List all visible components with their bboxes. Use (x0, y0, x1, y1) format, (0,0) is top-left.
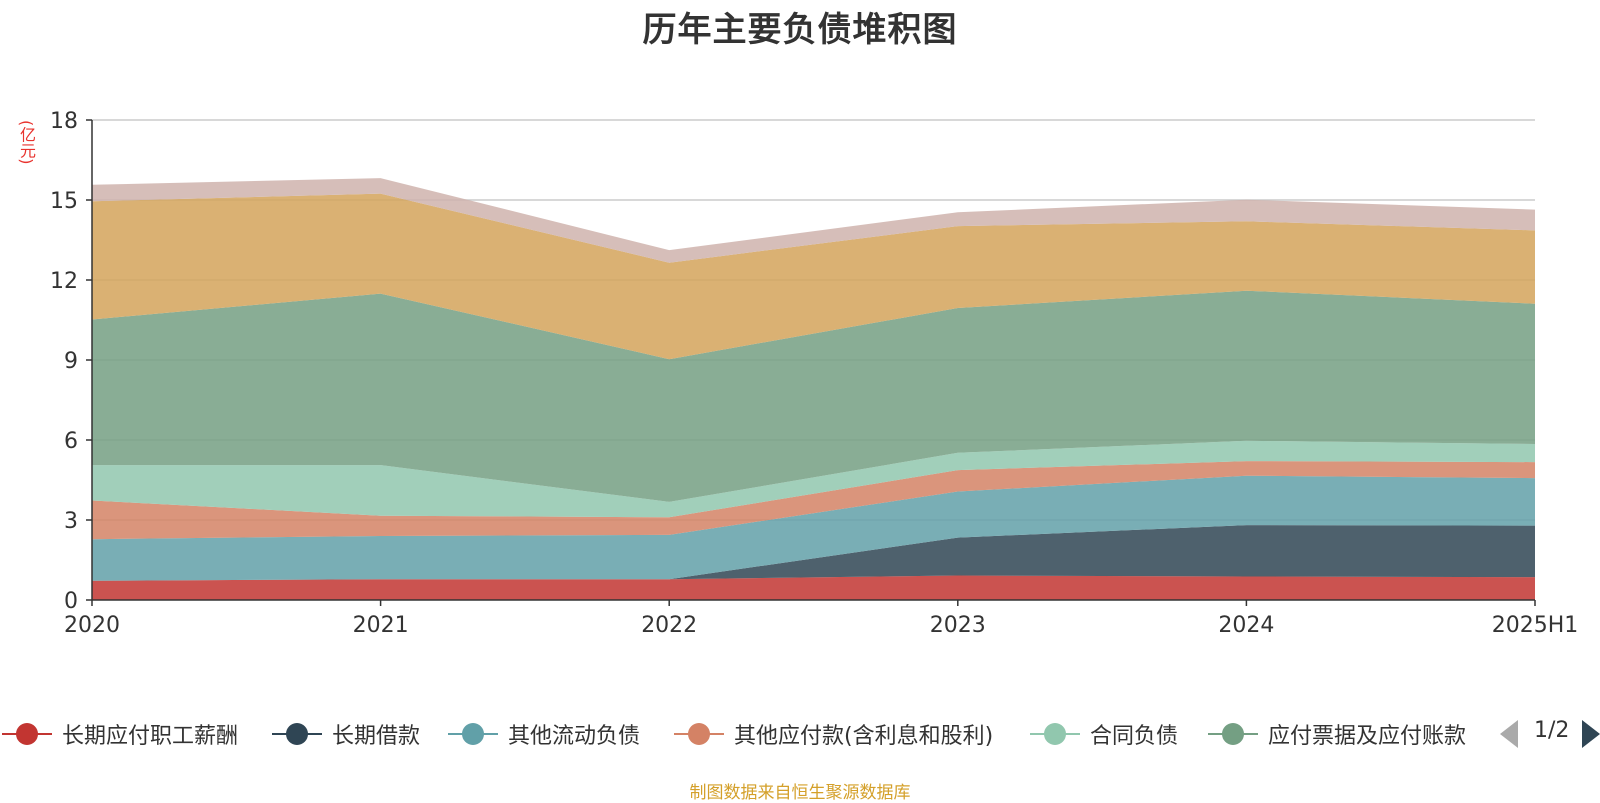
area-series-7 (92, 193, 1535, 360)
x-tick-label: 2022 (641, 613, 697, 638)
legend-item[interactable]: 其他流动负债 (448, 714, 640, 754)
y-tick-label: 0 (64, 589, 78, 614)
legend-label: 合同负债 (1090, 724, 1179, 749)
chart-title: 历年主要负债堆积图 (642, 10, 958, 50)
legend-item[interactable]: 其他应付款(含利息和股利) (674, 714, 993, 754)
area-series-5 (92, 440, 1535, 518)
x-tick-label: 2023 (930, 613, 986, 638)
legend-item[interactable]: 长期借款 (272, 714, 420, 754)
legend-item[interactable]: 长期应付职工薪酬 (2, 714, 238, 754)
y-tick-label: 18 (50, 109, 78, 134)
legend-pager: 1/2 (1500, 714, 1600, 754)
area-series-8 (92, 178, 1535, 263)
area-series-1 (92, 575, 1535, 600)
legend-marker-dot (16, 723, 38, 745)
legend-marker-icon (1030, 714, 1080, 754)
legend-marker-icon (1208, 714, 1258, 754)
area-series-4 (92, 461, 1535, 540)
x-tick-label: 2025H1 (1492, 613, 1579, 638)
legend-label: 其他应付款(含利息和股利) (734, 724, 994, 749)
legend-marker-icon (674, 714, 724, 754)
y-axis-unit-label: (亿元) (17, 120, 36, 165)
legend-marker-dot (1222, 723, 1244, 745)
legend-marker-dot (688, 723, 710, 745)
legend-marker-icon (448, 714, 498, 754)
legend-item[interactable]: 合同负债 (1030, 714, 1178, 754)
legend-marker-dot (462, 723, 484, 745)
legend-label: 应付票据及应付账款 (1268, 724, 1467, 749)
legend-label: 长期借款 (332, 724, 421, 749)
legend-marker-icon (2, 714, 52, 754)
y-tick-label: 9 (64, 349, 78, 374)
x-tick-label: 2021 (353, 613, 409, 638)
x-tick-label: 2024 (1218, 613, 1274, 638)
area-series-2 (92, 525, 1535, 581)
area-series-3 (92, 475, 1535, 581)
legend-label: 其他流动负债 (508, 724, 641, 749)
legend-label: 长期应付职工薪酬 (62, 724, 239, 749)
legend-marker-dot (1044, 723, 1066, 745)
area-series-6 (92, 290, 1535, 502)
area-series (92, 178, 1535, 600)
chart-legend: 长期应付职工薪酬 长期借款 其他流动负债 其他应付款(含利息和股利) 合同负债 应付票据及… (0, 714, 1600, 754)
x-tick-label: 2020 (64, 613, 120, 638)
legend-marker-dot (286, 723, 308, 745)
legend-prev-page-button[interactable] (1500, 720, 1518, 748)
stacked-area-chart: 0 3 6 9 12 15 18 2020 2021 2022 2023 2024 2025H1 (50, 109, 1578, 638)
axes: 0 3 6 9 12 15 18 2020 2021 2022 2023 2024 2025H1 (50, 109, 1578, 638)
legend-next-page-button[interactable] (1582, 720, 1600, 748)
y-tick-label: 15 (50, 189, 78, 214)
legend-marker-icon (272, 714, 322, 754)
data-source-note: 制图数据来自恒生聚源数据库 (689, 783, 911, 803)
legend-page-indicator: 1/2 (1534, 718, 1570, 743)
legend-item[interactable]: 应付票据及应付账款 (1208, 714, 1466, 754)
y-tick-label: 12 (50, 269, 78, 294)
y-tick-label: 3 (64, 509, 78, 534)
y-tick-label: 6 (64, 429, 78, 454)
